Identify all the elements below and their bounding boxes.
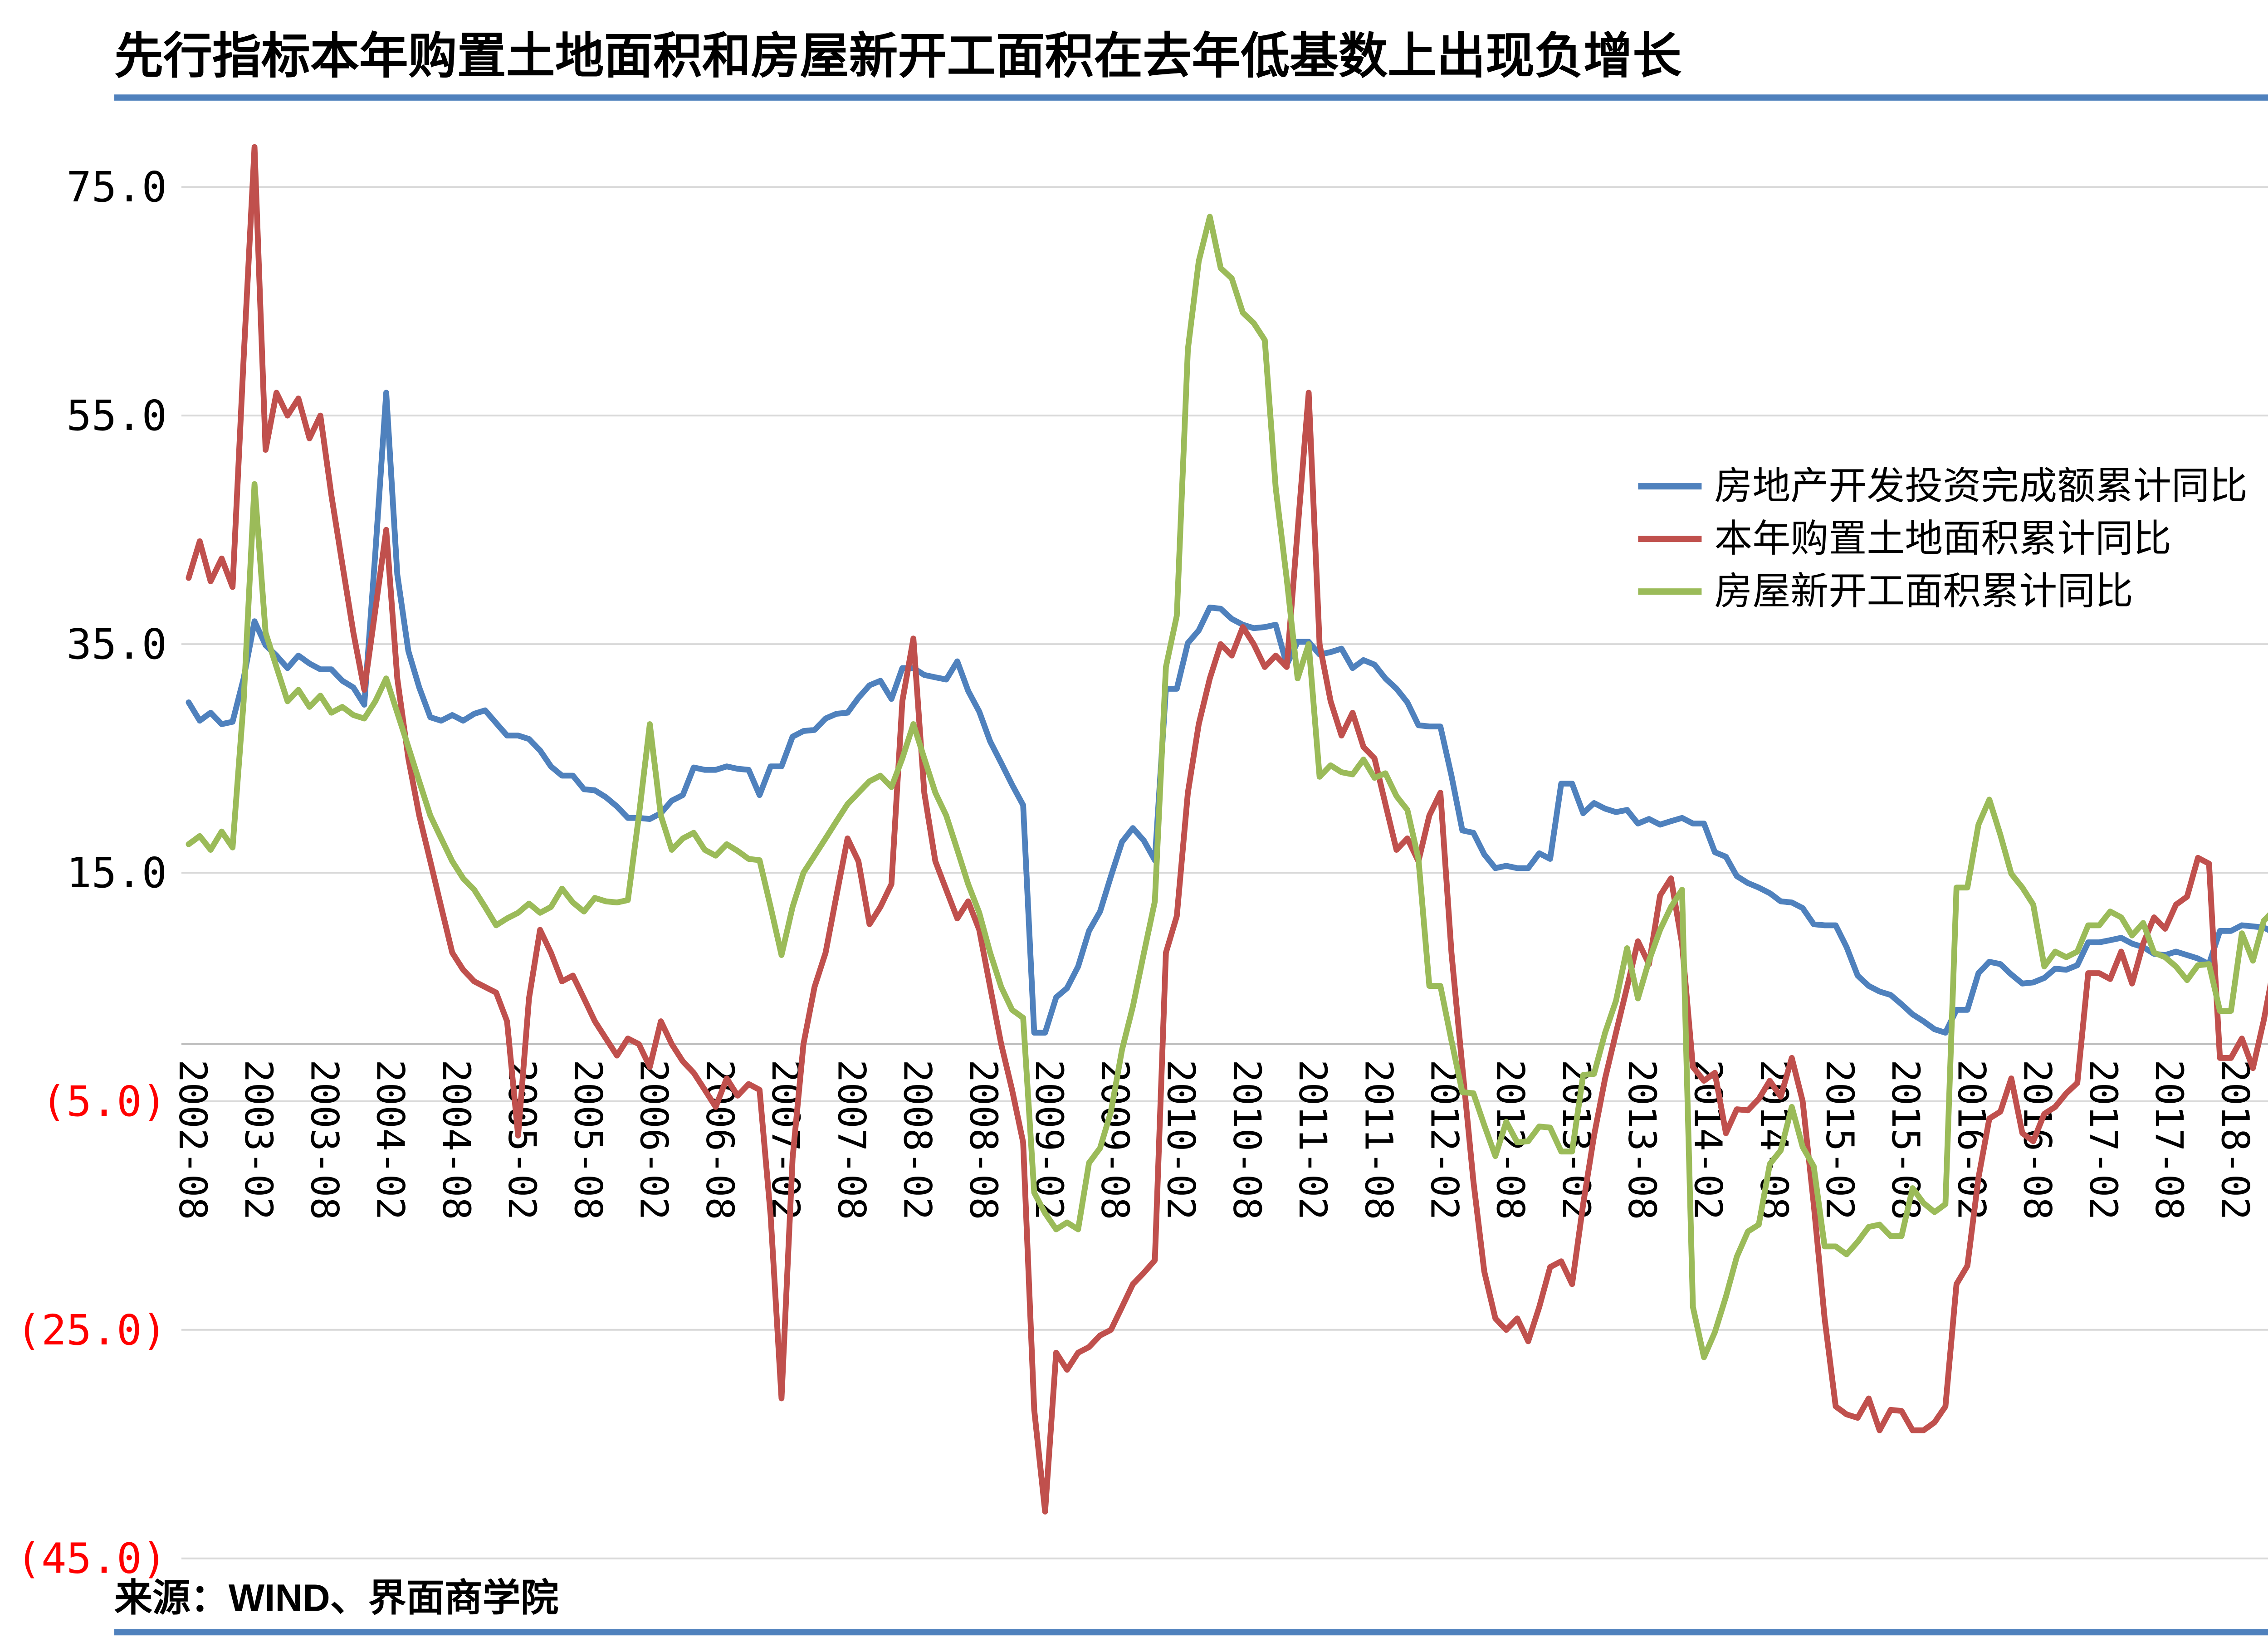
x-tick-label: 2018-02 xyxy=(2213,1060,2257,1220)
series-line-new_starts xyxy=(186,214,2268,1360)
x-tick-label: 2013-08 xyxy=(1620,1060,1664,1220)
y-axis-labels: 75.0 55.0 35.0 15.0 (5.0) (25.0) (45.0) xyxy=(16,163,167,1583)
legend-label-investment: 房地产开发投资完成额累计同比 xyxy=(1714,464,2248,507)
x-tick-label: 2003-08 xyxy=(302,1060,347,1220)
x-tick-label: 2011-02 xyxy=(1290,1060,1335,1220)
y-tick-label: 35.0 xyxy=(66,620,166,669)
x-tick-label: 2008-02 xyxy=(895,1060,940,1220)
x-tick-label: 2011-08 xyxy=(1356,1060,1401,1220)
x-axis-labels: 2002-08 2003-02 2003-08 2004-02 2004-08 2005-… xyxy=(171,1060,2257,1220)
y-tick-label: (5.0) xyxy=(41,1077,167,1126)
x-tick-label: 2004-08 xyxy=(434,1060,479,1220)
series-line-land_purchase xyxy=(186,144,2268,1515)
x-tick-label: 2010-08 xyxy=(1225,1060,1269,1220)
x-tick-label: 2004-02 xyxy=(368,1060,412,1220)
x-tick-label: 2014-02 xyxy=(1686,1060,1730,1220)
x-tick-label: 2017-02 xyxy=(2081,1060,2126,1220)
x-tick-label: 2015-02 xyxy=(1818,1060,1862,1220)
x-tick-label: 2017-08 xyxy=(2147,1060,2191,1220)
chart-title: 先行指标本年购置土地面积和房屋新开工面积在去年低基数上出现负增长 xyxy=(114,28,1681,83)
data-series xyxy=(186,144,2268,1515)
x-tick-label: 2002-08 xyxy=(171,1060,215,1220)
bottom-rule xyxy=(114,1629,2268,1636)
series-line-investment xyxy=(186,390,2268,1036)
x-tick-label: 2010-02 xyxy=(1158,1060,1203,1220)
x-tick-label: 2003-02 xyxy=(236,1060,281,1220)
y-tick-label: (45.0) xyxy=(16,1534,167,1583)
y-tick-label: 75.0 xyxy=(66,163,166,211)
legend-label-land_purchase: 本年购置土地面积累计同比 xyxy=(1714,517,2171,560)
title-underline xyxy=(114,94,2268,101)
x-tick-label: 2016-08 xyxy=(2015,1060,2059,1220)
source-note: 来源：WIND、界面商学院 xyxy=(114,1577,559,1619)
gridlines xyxy=(181,186,2268,1559)
x-tick-label: 2006-02 xyxy=(632,1060,676,1220)
y-tick-label: 55.0 xyxy=(66,391,166,440)
x-tick-label: 2005-08 xyxy=(566,1060,610,1220)
y-tick-label: (25.0) xyxy=(16,1306,167,1354)
x-tick-label: 2015-08 xyxy=(1883,1060,1928,1220)
y-tick-label: 15.0 xyxy=(66,849,166,897)
legend-label-new_starts: 房屋新开工面积累计同比 xyxy=(1714,570,2133,612)
x-tick-label: 2007-08 xyxy=(829,1060,874,1220)
x-tick-label: 2008-08 xyxy=(961,1060,1006,1220)
